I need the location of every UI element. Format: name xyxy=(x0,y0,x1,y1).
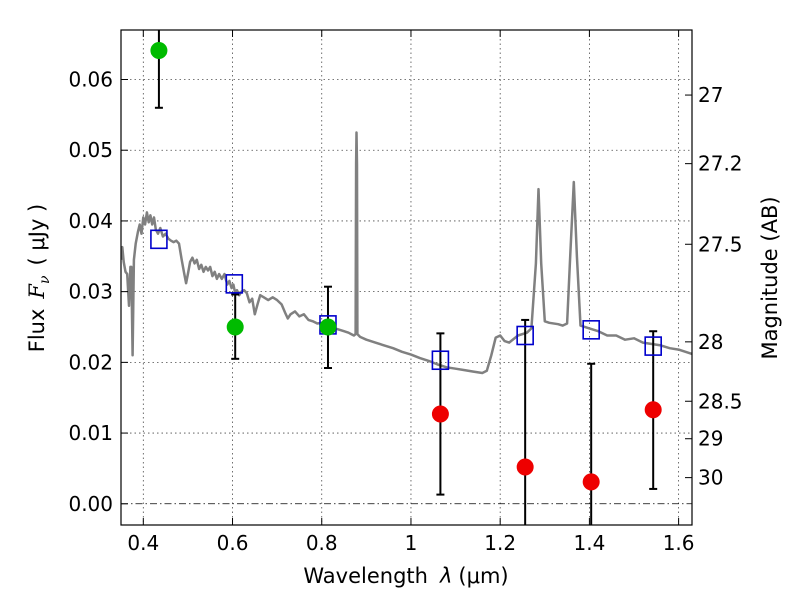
upper-limit-point xyxy=(431,405,449,423)
y2-tick-label: 28 xyxy=(698,330,723,354)
model-sed-line xyxy=(121,131,692,375)
detection-point xyxy=(226,318,244,336)
y2-tick-label: 29 xyxy=(698,427,723,451)
model-photometry-square xyxy=(516,325,534,346)
x-tick-label: 0.6 xyxy=(217,531,249,555)
model-sed-curve-layer xyxy=(121,131,692,375)
y2-tick-label: 27.5 xyxy=(698,232,743,256)
upper-limit-point xyxy=(644,401,662,419)
y-tick-label: 0.05 xyxy=(68,138,113,162)
grid-lines xyxy=(121,30,692,525)
axis-ticks: 0.4 0.6 0.8 1 1.2 1.4 1.6 0.00 0.01 0.02 0.03 0.04 0… xyxy=(68,30,743,555)
markers-layer xyxy=(150,42,662,491)
y-tick-label: 0.02 xyxy=(68,350,113,374)
x-tick-label: 1.4 xyxy=(573,531,605,555)
y2-tick-label: 27 xyxy=(698,83,723,107)
x-axis-label: Wavelength λ (μm) xyxy=(303,564,508,588)
model-photometry-square xyxy=(225,274,244,294)
upper-limit-point xyxy=(516,458,534,476)
model-photometry-square xyxy=(644,336,662,356)
x-tick-label: 1.2 xyxy=(484,531,516,555)
y2-tick-label: 27.2 xyxy=(698,152,743,176)
model-photometry-square xyxy=(431,350,450,371)
model-photometry-square xyxy=(582,320,600,340)
y-axis-label: FluxFν( μJy ) xyxy=(25,204,53,352)
x-tick-label: 1 xyxy=(405,531,418,555)
x-tick-label: 0.8 xyxy=(306,531,338,555)
x-tick-label: 0.4 xyxy=(127,531,159,555)
plot-area xyxy=(121,30,692,525)
y-tick-label: 0.01 xyxy=(68,421,113,445)
y2-tick-label: 28.5 xyxy=(698,389,743,413)
x-tick-label: 1.6 xyxy=(663,531,695,555)
y-tick-label: 0.00 xyxy=(68,492,113,516)
y2-tick-label: 30 xyxy=(698,466,723,490)
model-photometry-square xyxy=(150,229,168,250)
detection-point xyxy=(319,318,337,336)
y-tick-label: 0.03 xyxy=(68,280,113,304)
plot-frame xyxy=(120,29,693,526)
upper-limit-point xyxy=(582,473,600,491)
y-tick-label: 0.04 xyxy=(68,209,113,233)
error-bars-layer xyxy=(154,30,658,525)
y-tick-label: 0.06 xyxy=(68,68,113,92)
detection-point xyxy=(150,42,168,60)
y2-axis-label: Magnitude (AB) xyxy=(758,196,782,359)
